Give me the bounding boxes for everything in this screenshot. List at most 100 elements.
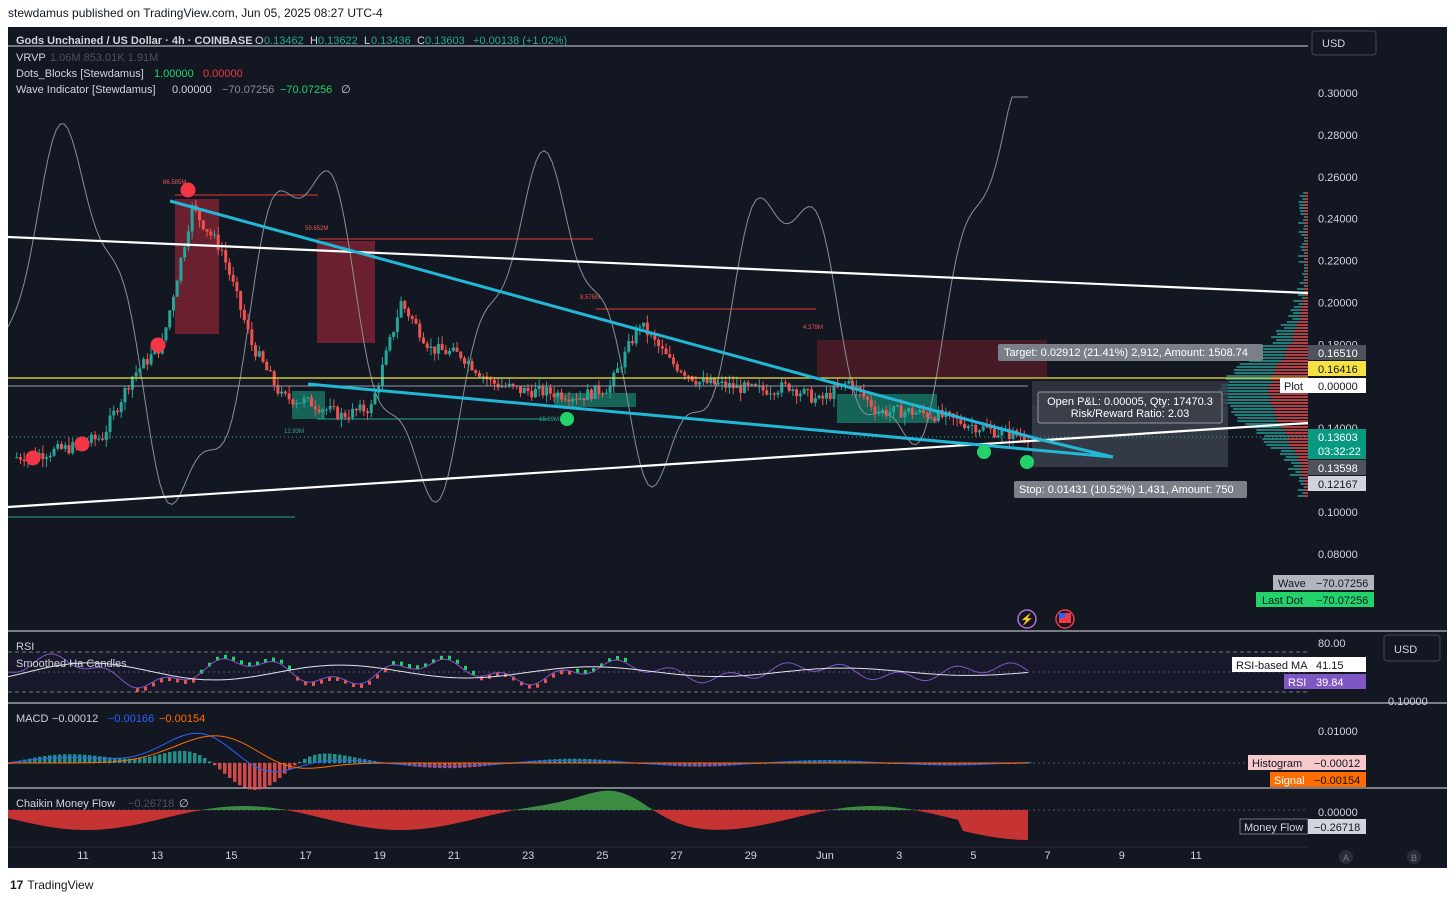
macd-bar [318,753,322,763]
ha-candle [424,663,427,668]
ha-candle [320,679,323,684]
candle-body [604,392,608,394]
vp-bar-down [1305,234,1308,236]
stop-label-box[interactable] [1014,481,1247,498]
price-tag-box [1308,345,1366,360]
candles [15,199,1030,468]
candle-body [115,410,119,413]
candle-body [250,329,254,346]
macd-bar [243,763,247,788]
price-chart[interactable]: 66.585M 59.652M 8.575M 4.378M 12.93M 15.… [7,27,1447,868]
lower-white-trendline[interactable] [8,421,1308,509]
macd-bar [208,761,212,763]
ha-candle [512,676,515,681]
vp-bar-up [1249,360,1282,362]
vp-bar-up [1302,198,1306,200]
candle-body [679,370,683,373]
price-tick: 0.28000 [1318,130,1358,142]
macd-bar [138,758,142,763]
candle-body [52,448,56,456]
currency-button[interactable] [1311,30,1377,56]
target-label: Target: 0.02912 (21.41%) 2,912, Amount: … [1004,347,1248,359]
candle-body [354,408,358,411]
candle-body [895,405,899,407]
ha-candle [272,657,275,662]
upper-wedge-line[interactable] [169,199,1039,441]
macd-bar [573,758,577,763]
price-tag-box [1308,460,1366,475]
time-axis[interactable]: 11 13 15 17 19 21 23 25 27 29 Jun 3 5 7 9 11 [77,850,1201,862]
vrvp-values: 1.06M 853.01K 1.91M [50,52,158,64]
plot-value: 0.00000 [1318,381,1358,393]
candle-body [399,301,403,318]
vp-bar-down [1297,459,1308,461]
tradingview-logo[interactable]: 17 TradingView [10,878,93,892]
macd-bar [423,763,427,768]
time-tick: 25 [596,850,608,862]
volume-label: 66.585M [163,180,186,186]
rsi-currency-button[interactable] [1383,634,1441,662]
vp-bar-down [1298,468,1308,470]
candle-body [347,417,351,419]
wave-indicator-label[interactable]: Wave Indicator [Stewdamus] [16,84,156,96]
ohlc-o-value: 0.13462 [264,35,304,47]
ha-candle [392,661,395,666]
vp-bar-down [1306,270,1308,272]
cmf-pane[interactable]: Chaikin Money Flow −0.26718 ∅ 0.00000 Mo… [8,790,1366,840]
vp-bar-up [1283,459,1298,461]
candle-body [298,402,302,404]
macd-bar [213,763,217,766]
candle-body [496,383,500,388]
rsi-pane[interactable]: RSI Smoothed Ha Candles 80.00 0.10000 RS… [7,634,1441,708]
volume-label: 15.69M [539,417,559,423]
vp-bar-down [1299,315,1308,317]
candle-body [548,387,552,394]
signal-value-box [1308,772,1366,787]
lightning-event-icon[interactable] [1017,609,1037,629]
candle-body [339,412,343,420]
wave-tag-value: −70.07256 [1316,578,1368,590]
ha-candle [304,681,307,686]
candle-body [392,331,396,337]
candle-body [892,406,896,412]
vp-bar-up [1271,336,1292,338]
macd-pane[interactable]: MACD −0.00012 −0.00166 −0.00154 0.01000 … [7,713,1366,790]
candle-body [727,383,731,388]
vp-bar-down [1305,249,1308,251]
vp-bar-up [1287,468,1299,470]
candle-body [537,385,541,390]
macd-bar [343,755,347,763]
histogram-value: −0.00012 [1314,758,1360,770]
ha-candle [600,663,603,668]
target-label-box[interactable] [998,344,1263,361]
vp-bar-up [1300,213,1305,215]
dots-blocks-label[interactable]: Dots_Blocks [Stewdamus] [16,68,144,80]
vp-bar-up [1233,369,1275,371]
candle-body [847,381,851,384]
lower-wedge-line[interactable] [307,382,1114,459]
vp-bar-up [1298,303,1304,305]
macd-bar [143,757,147,763]
open-pl-box[interactable] [1037,391,1223,424]
symbol-title[interactable]: Gods Unchained / US Dollar · 4h · COINBA… [16,35,253,47]
auto-scale-button[interactable] [1339,850,1353,864]
publisher-bar: stewdamus published on TradingView.com, … [0,0,1456,26]
ha-candle [384,668,387,673]
vp-bar-down [1285,354,1308,356]
vp-bar-up [1304,276,1307,278]
macd-bar [163,753,167,763]
wedge-apex-line[interactable] [1037,437,1114,459]
supply-block [317,241,375,343]
upper-white-trendline[interactable] [8,235,1308,295]
vp-bar-up [1298,201,1304,203]
vrvp-label[interactable]: VRVP [16,52,46,64]
time-tick: 21 [448,850,460,862]
candle-body [123,388,127,403]
b-button[interactable] [1407,850,1421,864]
candle-body [638,326,642,328]
macd-bar [223,763,227,774]
chart-frame[interactable]: 66.585M 59.652M 8.575M 4.378M 12.93M 15.… [7,27,1447,868]
candle-body [280,391,284,394]
ha-candle [592,668,595,673]
candle-body [380,364,384,386]
